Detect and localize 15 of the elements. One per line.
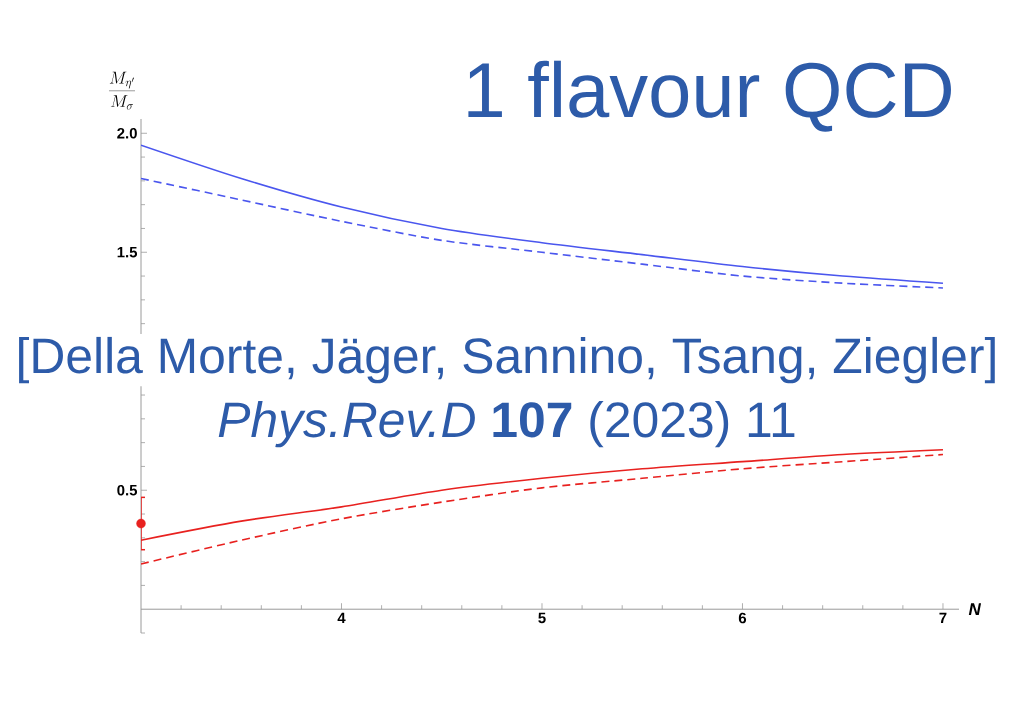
line-series xyxy=(141,144,944,284)
y-tick-label: 2.0 xyxy=(117,127,137,139)
x-tick-label: 5 xyxy=(538,612,546,624)
y-tick-label: 1.5 xyxy=(117,247,138,258)
x-axis-title: N xyxy=(968,603,982,616)
chart-title: 1 flavour QCD xyxy=(468,60,951,132)
x-tick-label: 7 xyxy=(939,612,947,623)
annotation: Phys.Rev.D 107 (2023) 11 xyxy=(218,400,795,448)
line-series xyxy=(141,177,944,289)
annotation: [Della Morte, Jäger, Sannino, Tsang, Ziegler] xyxy=(19,336,995,384)
x-tick-label: 4 xyxy=(337,612,346,623)
y-axis-title: $\frac{M_{\eta'}}{M_{\sigma}}$ xyxy=(109,71,136,110)
y-tick-label: 0.5 xyxy=(117,484,138,496)
x-tick-label: 6 xyxy=(738,612,747,624)
line-series xyxy=(141,453,944,565)
